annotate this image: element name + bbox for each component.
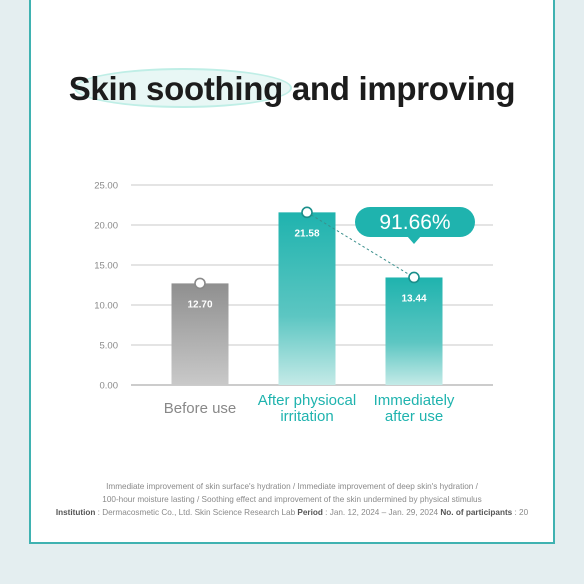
y-tick-label: 25.00: [94, 181, 118, 192]
data-label: 13.44: [401, 293, 426, 304]
data-label: 21.58: [294, 228, 319, 239]
bar-top-marker: [301, 206, 313, 219]
period-label: Period: [297, 508, 323, 517]
institution-value: : Dermacosmetic Co., Ltd. Skin Science R…: [95, 508, 298, 517]
callout-bubble: [355, 207, 475, 237]
footnote-line-2: 100-hour moisture lasting / Soothing eff…: [102, 495, 482, 504]
y-tick-label: 20.00: [94, 221, 118, 232]
bar-3: [385, 277, 443, 385]
category-label: Before use: [164, 400, 237, 417]
category-label: Immediately after use: [374, 392, 455, 425]
title-highlight-text: Skin soothing: [68, 70, 284, 107]
y-tick-label: 10.00: [94, 301, 118, 312]
title-highlight-ellipse: [74, 68, 292, 108]
institution-label: Institution: [55, 508, 96, 517]
participants-value: : 20: [512, 508, 529, 517]
change-connector: [306, 211, 415, 278]
title-rest-text: and improving: [282, 70, 516, 107]
bar-1: [171, 283, 229, 385]
participants-label: No. of participants: [440, 508, 513, 517]
y-tick-label: 15.00: [94, 261, 118, 272]
callout-text: 91.66%: [379, 211, 450, 234]
bar-2: [278, 212, 336, 385]
title-area: Skin soothing and improving: [0, 64, 584, 114]
category-label: After physiocal irritation: [258, 392, 356, 425]
bar-top-marker: [408, 271, 420, 284]
bar-top-marker: [194, 277, 206, 290]
page-title: Skin soothing and improving: [0, 70, 584, 108]
data-label: 12.70: [187, 299, 212, 310]
y-tick-label: 0.00: [100, 381, 119, 392]
callout-pointer: [407, 236, 421, 244]
y-tick-label: 5.00: [100, 341, 119, 352]
footnote-line-1: Immediate improvement of skin surface's …: [106, 482, 478, 491]
period-value: : Jan. 12, 2024 – Jan. 29, 2024: [322, 508, 441, 517]
footnote-line-3: Institution : Dermacosmetic Co., Ltd. Sk…: [0, 508, 584, 517]
